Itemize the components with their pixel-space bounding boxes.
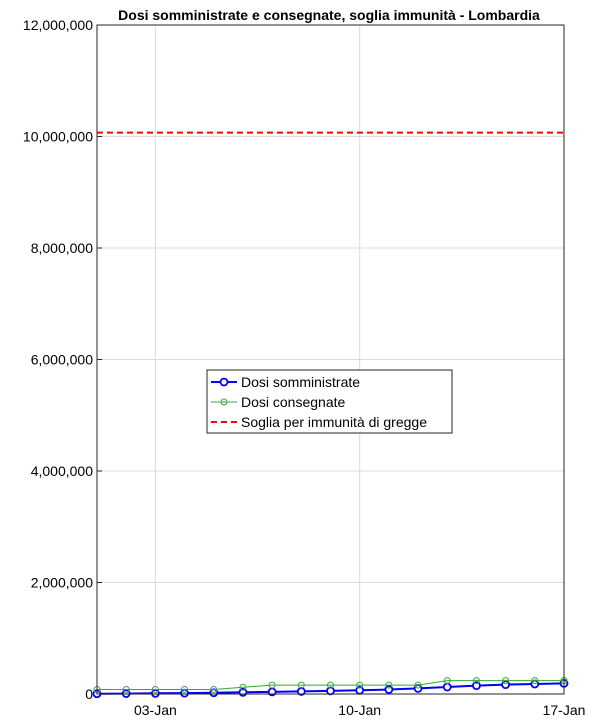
legend-entry: Soglia per immunità di gregge — [211, 414, 427, 430]
y-tick-label: 10,000,000 — [23, 129, 93, 145]
y-axis: 0 2,000,000 4,000,000 6,000,000 8,000,000 10,… — [23, 17, 102, 702]
data-point — [444, 684, 451, 691]
legend-marker — [221, 379, 228, 386]
y-tick-label: 0 — [85, 686, 93, 702]
x-tick-label: 17-Jan — [543, 702, 586, 718]
legend: Dosi somministrate Dosi consegnate Soglia … — [207, 370, 452, 433]
y-tick-label: 4,000,000 — [31, 463, 93, 479]
y-tick-label: 8,000,000 — [31, 240, 93, 256]
legend-label: Dosi somministrate — [241, 374, 360, 390]
y-tick-label: 12,000,000 — [23, 17, 93, 33]
y-tick-label: 6,000,000 — [31, 352, 93, 368]
chart-title: Dosi somministrate e consegnate, soglia … — [118, 7, 540, 23]
x-tick-label: 03-Jan — [134, 702, 177, 718]
y-tick-label: 2,000,000 — [31, 575, 93, 591]
legend-label: Dosi consegnate — [241, 394, 346, 410]
x-tick-label: 10-Jan — [338, 702, 381, 718]
legend-label: Soglia per immunità di gregge — [241, 414, 427, 430]
